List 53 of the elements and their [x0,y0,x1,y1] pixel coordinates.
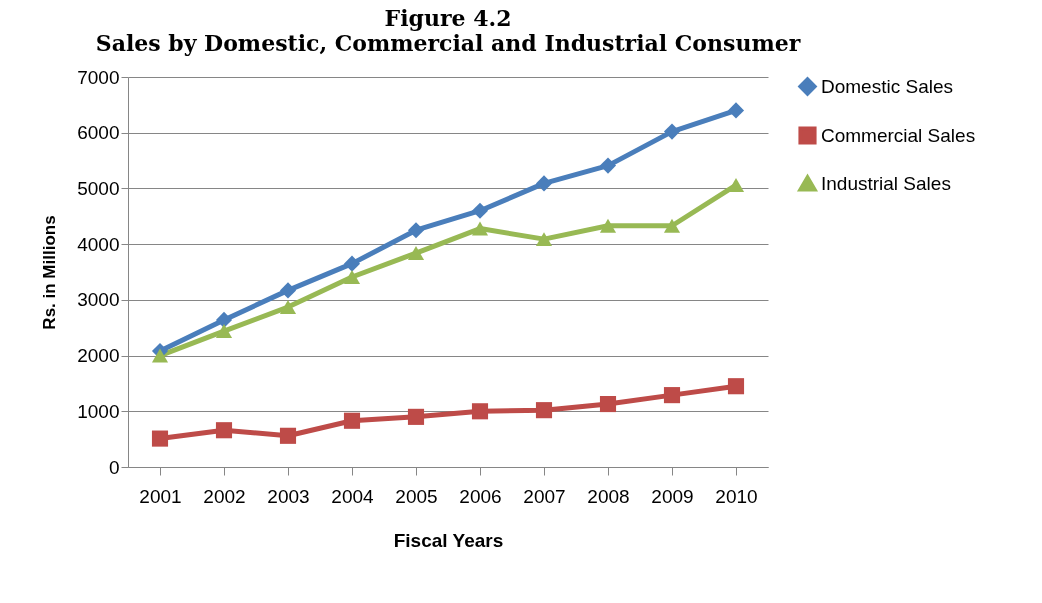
y-tick-label: 3000 [77,289,120,311]
x-tick-label: 2001 [139,485,182,507]
point [215,324,233,339]
x-tick-label: 2007 [523,485,566,507]
y-axis-title: Rs. in Millions [40,215,60,330]
x-tick-label: 2003 [267,485,310,507]
point [535,175,553,192]
legend-label: Commercial Sales [821,124,976,146]
y-tick-label: 4000 [77,233,120,255]
point [535,402,553,419]
point [279,282,297,299]
point [727,102,745,119]
point [215,422,233,439]
point [663,387,681,404]
x-tick-label: 2009 [651,485,694,507]
point [599,218,617,233]
point [471,403,489,420]
point [343,255,361,272]
point [215,311,233,328]
point [407,408,425,425]
y-tick-label: 2000 [77,345,120,367]
chart-title: Figure 4.2 [384,5,512,31]
point [343,270,361,284]
point [599,395,617,413]
point [151,430,169,447]
y-tick-label: 0 [108,456,120,478]
x-tick-label: 2005 [395,485,438,507]
x-tick-label: 2010 [715,485,758,507]
legend-label: Domestic Sales [821,75,953,97]
x-tick-label: 2008 [587,485,630,507]
x-axis-title: Fiscal Years [393,529,504,551]
x-tick-label: 2004 [331,485,375,507]
point [663,123,681,140]
y-tick-label: 6000 [77,122,120,144]
point [279,427,297,444]
y-tick-label: 7000 [77,66,120,88]
x-tick-label: 2006 [459,485,502,507]
point [151,348,169,363]
point [471,202,489,219]
point [407,222,425,239]
point [727,378,745,395]
point [407,246,425,261]
point [343,412,361,429]
point [279,300,297,315]
x-tick-label: 2002 [203,485,246,507]
point [471,221,489,236]
point [599,157,617,174]
y-tick-label: 5000 [77,177,120,199]
point [535,232,553,247]
legend-label: Industrial Sales [821,172,951,194]
point [663,218,681,233]
chart-subtitle: Sales by Domestic, Commercial and Industrial Consumer [95,30,801,56]
y-tick-label: 1000 [77,400,120,422]
